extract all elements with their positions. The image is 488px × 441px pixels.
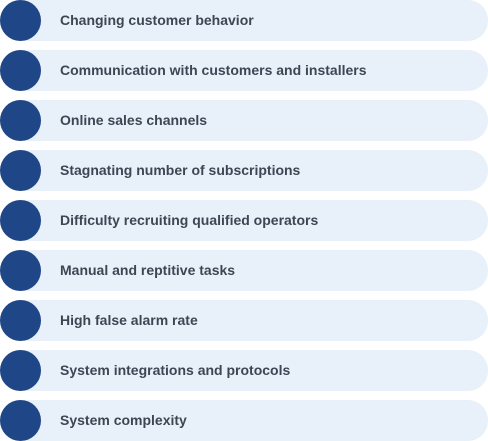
list-item-background xyxy=(8,50,488,91)
list-item-background xyxy=(8,350,488,391)
list-item-label: System integrations and protocols xyxy=(60,362,291,378)
bullet-circle-icon xyxy=(0,200,41,241)
list-item: Changing customer behavior xyxy=(0,0,488,41)
list-item: System complexity xyxy=(0,400,488,441)
list-item-background xyxy=(8,300,488,341)
bullet-circle-icon xyxy=(0,300,41,341)
list-item-background xyxy=(8,0,488,41)
bullet-circle-icon xyxy=(0,350,41,391)
list-item-label: Manual and reptitive tasks xyxy=(60,262,236,278)
list-item: Manual and reptitive tasks xyxy=(0,250,488,291)
list-item-label: System complexity xyxy=(60,412,187,428)
list-item: System integrations and protocols xyxy=(0,350,488,391)
bullet-circle-icon xyxy=(0,400,41,441)
list-item: Difficulty recruiting qualified operator… xyxy=(0,200,488,241)
list-item-label: Communication with customers and install… xyxy=(60,62,367,78)
bullet-circle-icon xyxy=(0,150,41,191)
list-item-label: Online sales channels xyxy=(60,112,208,128)
list-item-background xyxy=(8,250,488,291)
list-item-background xyxy=(8,150,488,191)
list-item: Online sales channels xyxy=(0,100,488,141)
list-item-background xyxy=(8,200,488,241)
list-item-background xyxy=(8,100,488,141)
list-item-label: Changing customer behavior xyxy=(60,12,254,28)
list-item-label: Difficulty recruiting qualified operator… xyxy=(60,212,319,228)
bullet-circle-icon xyxy=(0,250,41,291)
list-item-label: High false alarm rate xyxy=(60,312,198,328)
bullet-circle-icon xyxy=(0,100,41,141)
list-item: Communication with customers and install… xyxy=(0,50,488,91)
list-item-label: Stagnating number of subscriptions xyxy=(60,162,301,178)
list-item: Stagnating number of subscriptions xyxy=(0,150,488,191)
bullet-circle-icon xyxy=(0,0,41,41)
list-item-background xyxy=(8,400,488,441)
bullet-circle-icon xyxy=(0,50,41,91)
list-item: High false alarm rate xyxy=(0,300,488,341)
